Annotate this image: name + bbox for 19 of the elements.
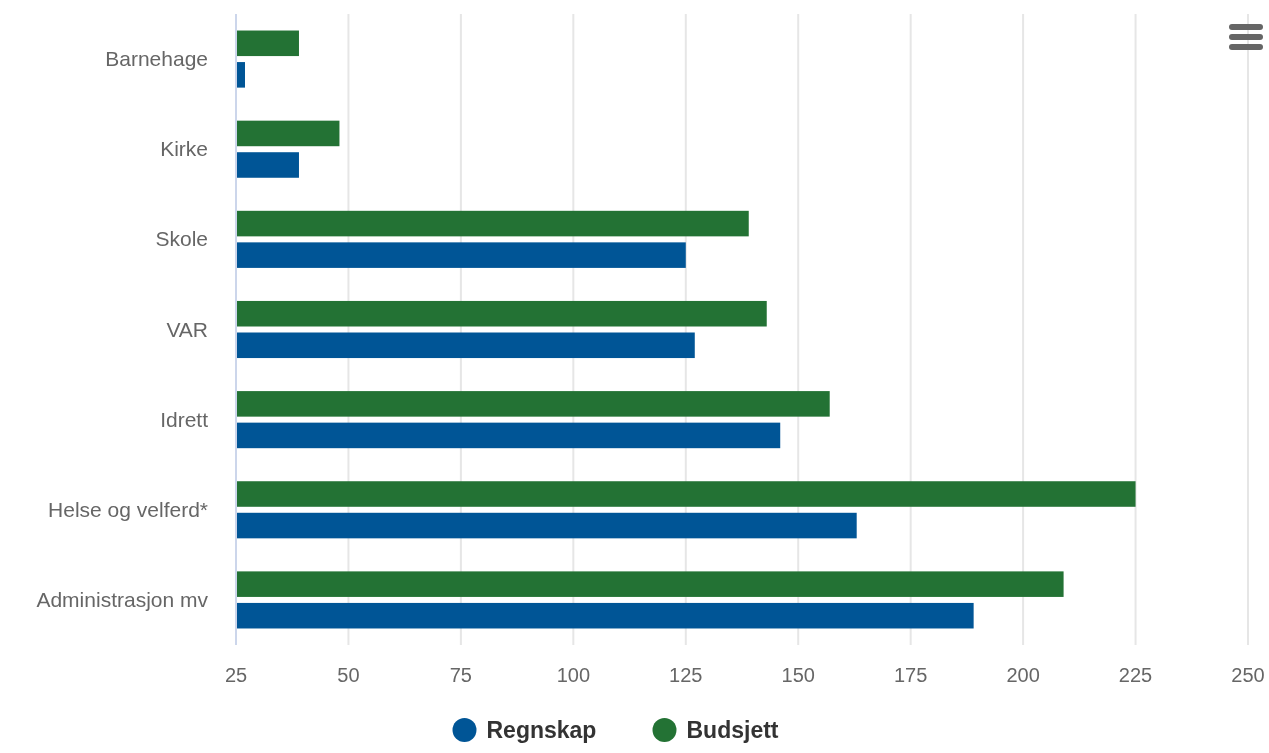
x-tick-label: 225 — [1118, 664, 1153, 686]
y-tick-label: Skole — [155, 227, 208, 251]
x-tick-label: 250 — [1231, 664, 1265, 686]
y-tick-label: Idrett — [160, 407, 209, 431]
x-tick-label: 25 — [224, 664, 248, 686]
x-tick-label: 75 — [449, 664, 473, 686]
x-tick-label: 150 — [781, 664, 815, 686]
y-tick-label: Administrasjon mv — [36, 587, 209, 611]
y-tick-label: Helse og velferd* — [48, 497, 208, 521]
legend-label: Budsjett — [686, 717, 779, 743]
y-tick-label: VAR — [166, 317, 208, 341]
x-tick-label: 125 — [669, 664, 703, 686]
x-tick-label: 100 — [556, 664, 591, 686]
legend-label: Regnskap — [486, 717, 597, 743]
x-tick-label: 50 — [337, 664, 360, 686]
x-tick-label: 175 — [893, 664, 928, 686]
y-tick-label: Barnehage — [105, 47, 208, 71]
x-tick-label: 200 — [1006, 664, 1040, 686]
y-tick-label: Kirke — [160, 137, 208, 161]
